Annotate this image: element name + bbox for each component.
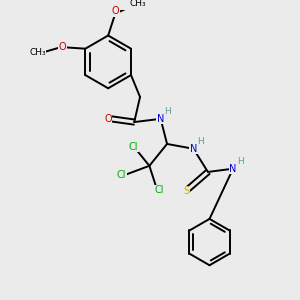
Text: N: N bbox=[229, 164, 237, 174]
Text: N: N bbox=[157, 114, 164, 124]
Text: CH₃: CH₃ bbox=[129, 0, 146, 8]
Text: CH₃: CH₃ bbox=[29, 48, 46, 57]
Text: O: O bbox=[58, 42, 66, 52]
Text: O: O bbox=[111, 6, 119, 16]
Text: O: O bbox=[104, 114, 112, 124]
Text: H: H bbox=[164, 107, 171, 116]
Text: H: H bbox=[197, 137, 204, 146]
Text: Cl: Cl bbox=[128, 142, 138, 152]
Text: Cl: Cl bbox=[155, 185, 164, 195]
Text: N: N bbox=[190, 144, 197, 154]
Text: S: S bbox=[183, 186, 189, 196]
Text: H: H bbox=[237, 157, 244, 166]
Text: Cl: Cl bbox=[117, 170, 126, 180]
